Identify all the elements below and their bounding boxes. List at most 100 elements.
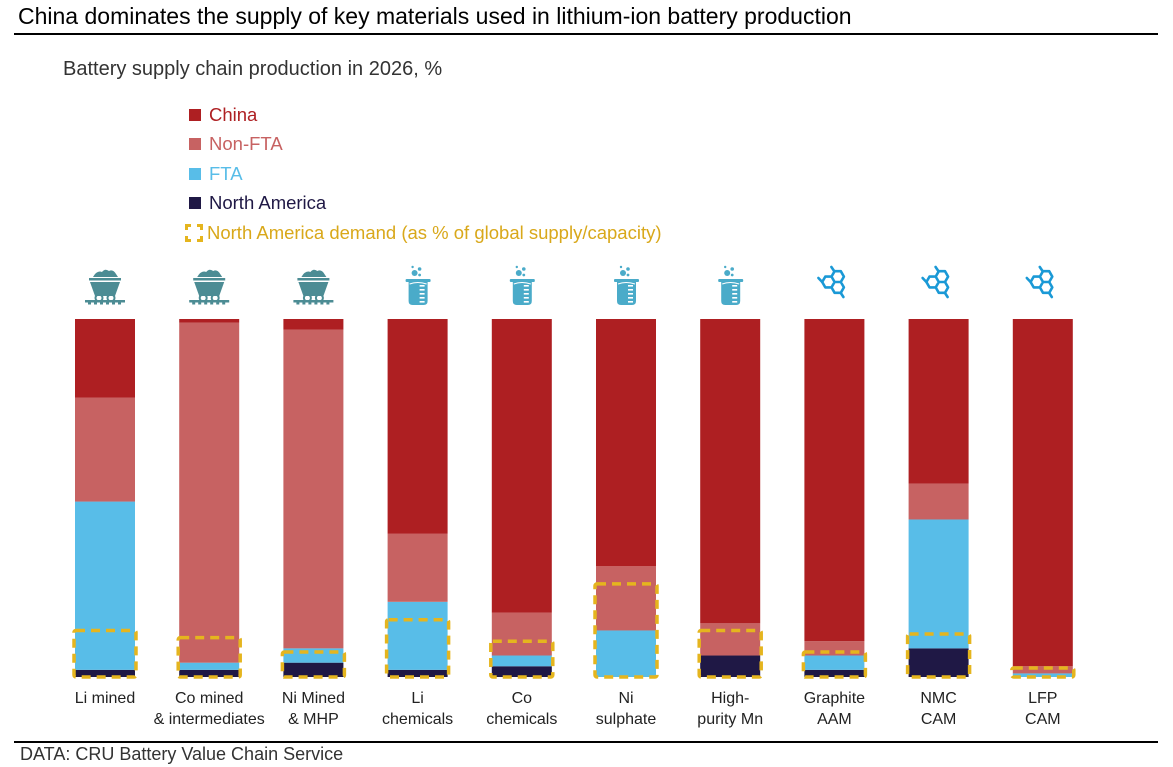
bar-segment-north-america: [804, 669, 865, 677]
top-rule: [14, 33, 1158, 35]
legend-swatch-demand: [185, 223, 203, 242]
x-tick-label: CAM: [1025, 711, 1061, 728]
x-tick-label: Co mined: [175, 690, 243, 707]
bar-group-ni-mined-mhp: [280, 319, 347, 679]
mine-cart-icon: [85, 269, 125, 305]
bar-segment-fta: [75, 501, 135, 670]
bar-segment-china: [283, 319, 344, 330]
bar-group-graphite-aam: [801, 319, 868, 679]
x-tick-label: Ni Mined: [282, 690, 345, 707]
headline: China dominates the supply of key materi…: [18, 3, 852, 29]
x-tick-label: AAM: [817, 711, 852, 728]
demand-box: [697, 628, 763, 679]
demand-box: [1010, 666, 1076, 679]
source-note: DATA: CRU Battery Value Chain Service: [20, 744, 344, 764]
legend-label-non-fta: Non-FTA: [209, 133, 283, 155]
bar-segment-china: [908, 319, 969, 484]
legend-label-fta: FTA: [209, 162, 243, 184]
bar-segment-china: [700, 319, 761, 624]
demand-box: [905, 632, 972, 679]
beaker-icon: [718, 265, 744, 305]
bar-segment-china: [1012, 319, 1073, 667]
bar-group-ni-sulphate: [593, 319, 659, 679]
bar-segment-non-fta: [283, 329, 344, 649]
x-tick-label: Graphite: [804, 690, 865, 707]
bar-segment-non-fta: [387, 533, 448, 602]
legend-swatch-north-america: [189, 197, 201, 210]
beaker-icon: [509, 265, 535, 305]
x-tick-label: & intermediates: [154, 711, 265, 728]
legend-item-china: China: [185, 100, 662, 130]
bar-segment-north-america: [700, 655, 761, 677]
bar-segment-north-america: [179, 669, 240, 677]
bar-segment-north-america: [908, 648, 969, 677]
legend-item-non-fta: Non-FTA: [185, 130, 662, 160]
bar-group-li-mined: [72, 319, 138, 679]
bar-segment-non-fta: [75, 397, 135, 502]
demand-box: [72, 628, 138, 679]
bar-segment-non-fta: [700, 623, 761, 656]
bar-segment-fta: [179, 662, 240, 670]
bar-segment-north-america: [387, 669, 448, 677]
bar-group-lfp-cam: [1010, 319, 1076, 679]
legend-item-demand: North America demand (as % of global sup…: [185, 218, 662, 248]
x-tick-label: sulphate: [596, 711, 657, 728]
bar-segment-non-fta: [804, 641, 865, 656]
legend-label-north-america: North America: [209, 192, 327, 214]
x-tick-label: Li: [411, 690, 423, 707]
x-tick-label: NMC: [920, 690, 956, 707]
bar-segment-china: [491, 319, 552, 613]
bar-segment-china: [387, 319, 448, 534]
legend: China Non-FTA FTA North America North Am…: [185, 100, 662, 248]
x-tick-label: LFP: [1028, 690, 1057, 707]
bar-segment-non-fta: [908, 483, 969, 520]
demand-box: [801, 650, 868, 679]
demand-box: [280, 650, 347, 679]
legend-item-north-america: North America: [185, 189, 662, 219]
bar-segment-fta: [1012, 673, 1073, 677]
legend-swatch-non-fta: [189, 138, 201, 151]
x-tick-label: Li mined: [75, 690, 135, 707]
graphite-molecule-icon: [1025, 265, 1054, 299]
mine-cart-icon: [189, 269, 230, 305]
bar-segment-fta: [908, 519, 969, 649]
legend-swatch-china: [189, 108, 201, 121]
x-tick-label: Co: [512, 690, 533, 707]
legend-item-fta: FTA: [185, 159, 662, 189]
bottom-rule: [14, 741, 1158, 743]
bar-segment-non-fta: [179, 322, 240, 663]
demand-box: [176, 635, 242, 679]
bar-segment-north-america: [491, 666, 552, 677]
bar-segment-fta: [804, 655, 865, 670]
x-tick-label: Ni: [618, 690, 633, 707]
graphite-molecule-icon: [921, 265, 950, 299]
bar-segment-north-america: [75, 669, 135, 677]
bar-segment-fta: [596, 630, 656, 677]
demand-box: [593, 582, 659, 679]
legend-label-demand: North America demand (as % of global sup…: [207, 221, 662, 243]
bar-segment-non-fta: [491, 612, 552, 656]
bar-segment-non-fta: [596, 566, 656, 631]
x-tick-label: High-: [711, 690, 749, 707]
demand-box: [489, 639, 555, 679]
chart-title: Battery supply chain production in 2026,…: [63, 58, 443, 80]
mine-cart-icon: [293, 269, 334, 305]
legend-label-china: China: [209, 103, 258, 125]
x-tick-label: CAM: [921, 711, 957, 728]
bar-group-li-chemicals: [384, 319, 451, 679]
bar-segment-fta: [387, 601, 448, 670]
bar-group-nmc-cam: [905, 319, 972, 679]
bar-segment-fta: [283, 648, 344, 663]
x-tick-label: purity Mn: [697, 711, 763, 728]
bar-group-high-purity-mn: [697, 319, 763, 679]
bar-segment-north-america: [283, 662, 344, 677]
bar-segment-china: [804, 319, 865, 642]
legend-swatch-fta: [189, 167, 201, 180]
x-tick-label: chemicals: [382, 711, 453, 728]
beaker-icon: [614, 265, 639, 305]
x-tick-label: & MHP: [288, 711, 339, 728]
bar-segment-china: [75, 319, 135, 398]
bar-segment-china: [179, 319, 240, 323]
graphite-molecule-icon: [817, 265, 846, 299]
